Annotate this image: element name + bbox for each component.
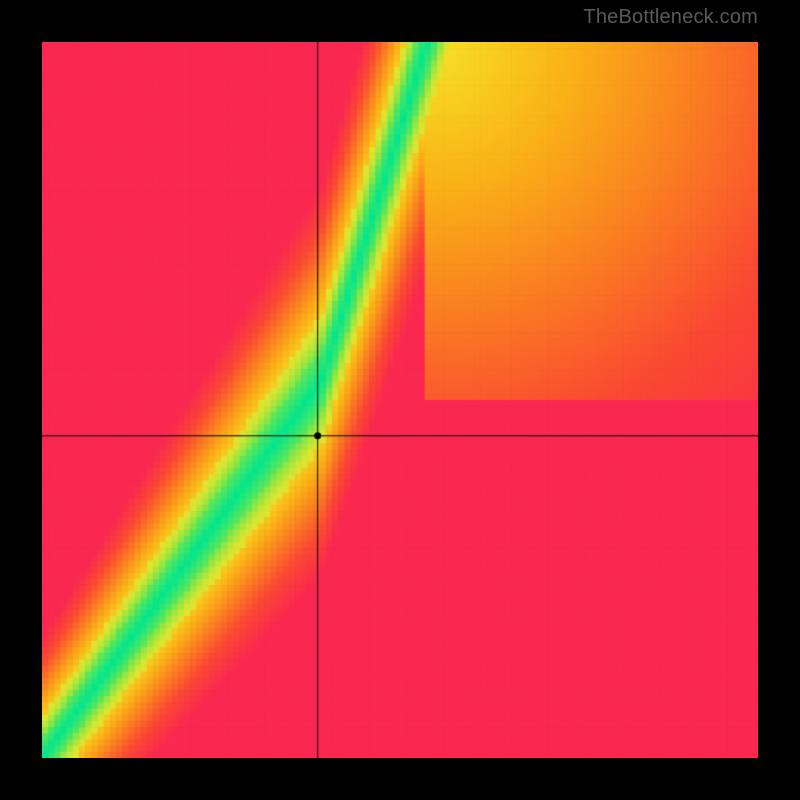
- heatmap-canvas: [42, 42, 758, 758]
- watermark-text: TheBottleneck.com: [583, 6, 758, 29]
- figure-container: TheBottleneck.com: [0, 0, 800, 800]
- heatmap-plot: [42, 42, 758, 758]
